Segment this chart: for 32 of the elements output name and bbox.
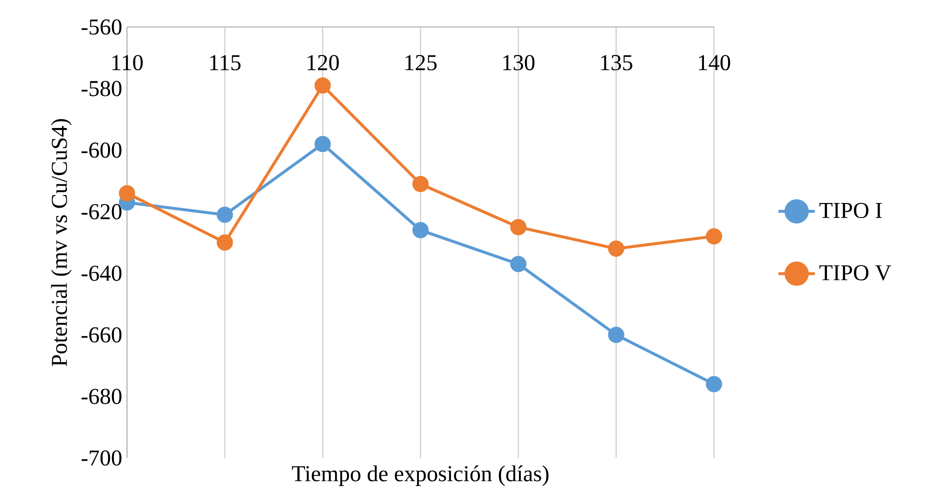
x-tick-label: 115 [210, 55, 241, 70]
point [706, 376, 722, 392]
point [510, 218, 526, 236]
point [216, 234, 233, 251]
legend-label: TIPO I [819, 202, 882, 218]
x-tick-label: 110 [112, 54, 143, 70]
x-axis-title: Tiempo de exposición (días) [292, 465, 548, 486]
point [510, 256, 526, 272]
y-tick-label: -700 [82, 450, 122, 466]
point [706, 228, 722, 244]
y-axis-title: Potencial (mv vs Cu/CuS4) [51, 119, 72, 366]
point [314, 77, 331, 94]
point [314, 136, 331, 152]
y-tick-label: -580 [82, 80, 122, 96]
y-tick-label: -640 [82, 266, 122, 281]
point [216, 206, 233, 223]
y-tick-label: -560 [82, 19, 122, 35]
legend-label: TIPO V [819, 265, 892, 280]
x-tick-label: 140 [698, 54, 730, 70]
y-tick-label: -600 [82, 142, 122, 158]
point [412, 176, 429, 192]
point [608, 240, 624, 257]
y-tick-label: -660 [82, 327, 122, 342]
point [608, 326, 624, 343]
point [412, 222, 429, 238]
x-tick-label: 125 [405, 55, 437, 70]
y-tick-label: -620 [82, 204, 122, 220]
x-tick-label: 130 [503, 54, 534, 70]
x-tick-label: 120 [308, 54, 339, 70]
point [118, 185, 136, 202]
x-tick-label: 135 [601, 55, 632, 70]
y-tick-label: -680 [82, 388, 122, 404]
